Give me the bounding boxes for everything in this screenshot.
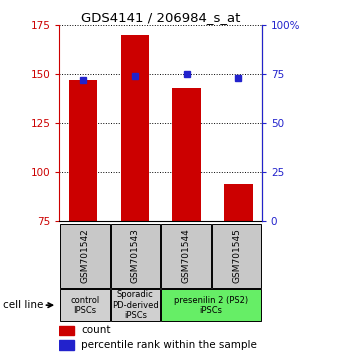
Text: cell line: cell line [3, 300, 44, 310]
Text: percentile rank within the sample: percentile rank within the sample [81, 340, 257, 350]
Bar [60, 289, 109, 321]
Bar [161, 224, 211, 288]
Text: GSM701545: GSM701545 [232, 228, 241, 283]
Bar [60, 224, 109, 288]
Text: Sporadic
PD-derived
iPSCs: Sporadic PD-derived iPSCs [112, 290, 159, 320]
Title: GDS4141 / 206984_s_at: GDS4141 / 206984_s_at [81, 11, 240, 24]
Text: GSM701543: GSM701543 [131, 228, 140, 283]
Text: presenilin 2 (PS2)
iPSCs: presenilin 2 (PS2) iPSCs [174, 296, 248, 315]
Text: count: count [81, 325, 111, 336]
Bar [110, 224, 160, 288]
Bar [59, 340, 74, 350]
Bar [69, 80, 97, 221]
Text: GSM701544: GSM701544 [182, 228, 190, 283]
Bar [224, 184, 253, 221]
Bar [172, 88, 201, 221]
Text: control
IPSCs: control IPSCs [70, 296, 99, 315]
Text: GSM701542: GSM701542 [80, 228, 89, 283]
Bar [212, 224, 261, 288]
Bar [161, 289, 261, 321]
Bar [110, 289, 160, 321]
Bar [120, 35, 149, 221]
Bar [59, 326, 74, 335]
